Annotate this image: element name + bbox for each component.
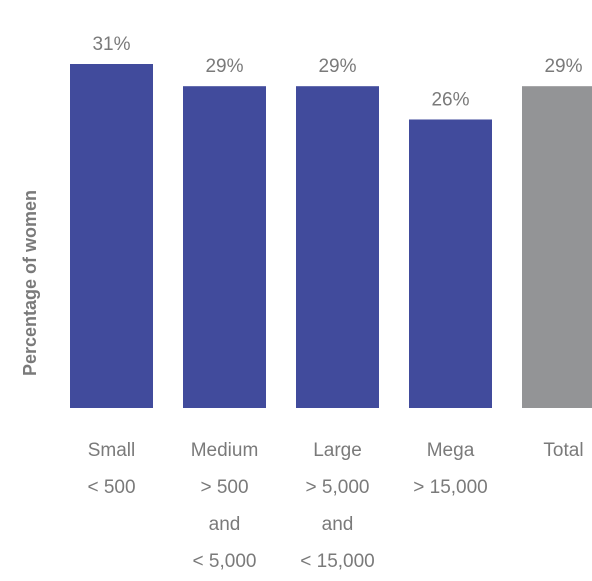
category-label-medium-line-1: Medium [191,440,259,461]
category-label-medium-line-4: < 5,000 [193,551,257,572]
category-label-mega-line-2: > 15,000 [413,477,488,498]
category-labels-group: Small < 500 Medium > 500 and < 5,000 Large > 5,… [87,440,583,572]
bar-large [296,86,379,409]
category-label-total-line-1: Total [543,440,583,461]
bars-group [70,64,592,409]
category-label-mega-line-1: Mega [427,440,475,461]
category-label-medium-line-2: > 500 [200,477,248,498]
category-label-large-line-3: and [322,514,354,535]
category-label-large-line-1: Large [313,440,362,461]
bar-mega [409,119,492,408]
value-label-small: 31% [92,34,130,55]
category-label-large-line-2: > 5,000 [306,477,370,498]
bar-medium [183,86,266,409]
value-label-mega: 26% [431,89,469,110]
value-labels-group: 31% 29% 29% 26% 29% [92,34,582,110]
category-label-small-line-2: < 500 [87,477,135,498]
bar-total [522,86,592,409]
value-label-total: 29% [544,56,582,77]
category-label-medium-line-3: and [209,514,241,535]
bar-small [70,64,153,408]
y-axis-label: Percentage of women [20,190,40,376]
category-label-large-line-4: < 15,000 [300,551,375,572]
value-label-medium: 29% [205,56,243,77]
category-label-small-line-1: Small [88,440,136,461]
value-label-large: 29% [318,56,356,77]
